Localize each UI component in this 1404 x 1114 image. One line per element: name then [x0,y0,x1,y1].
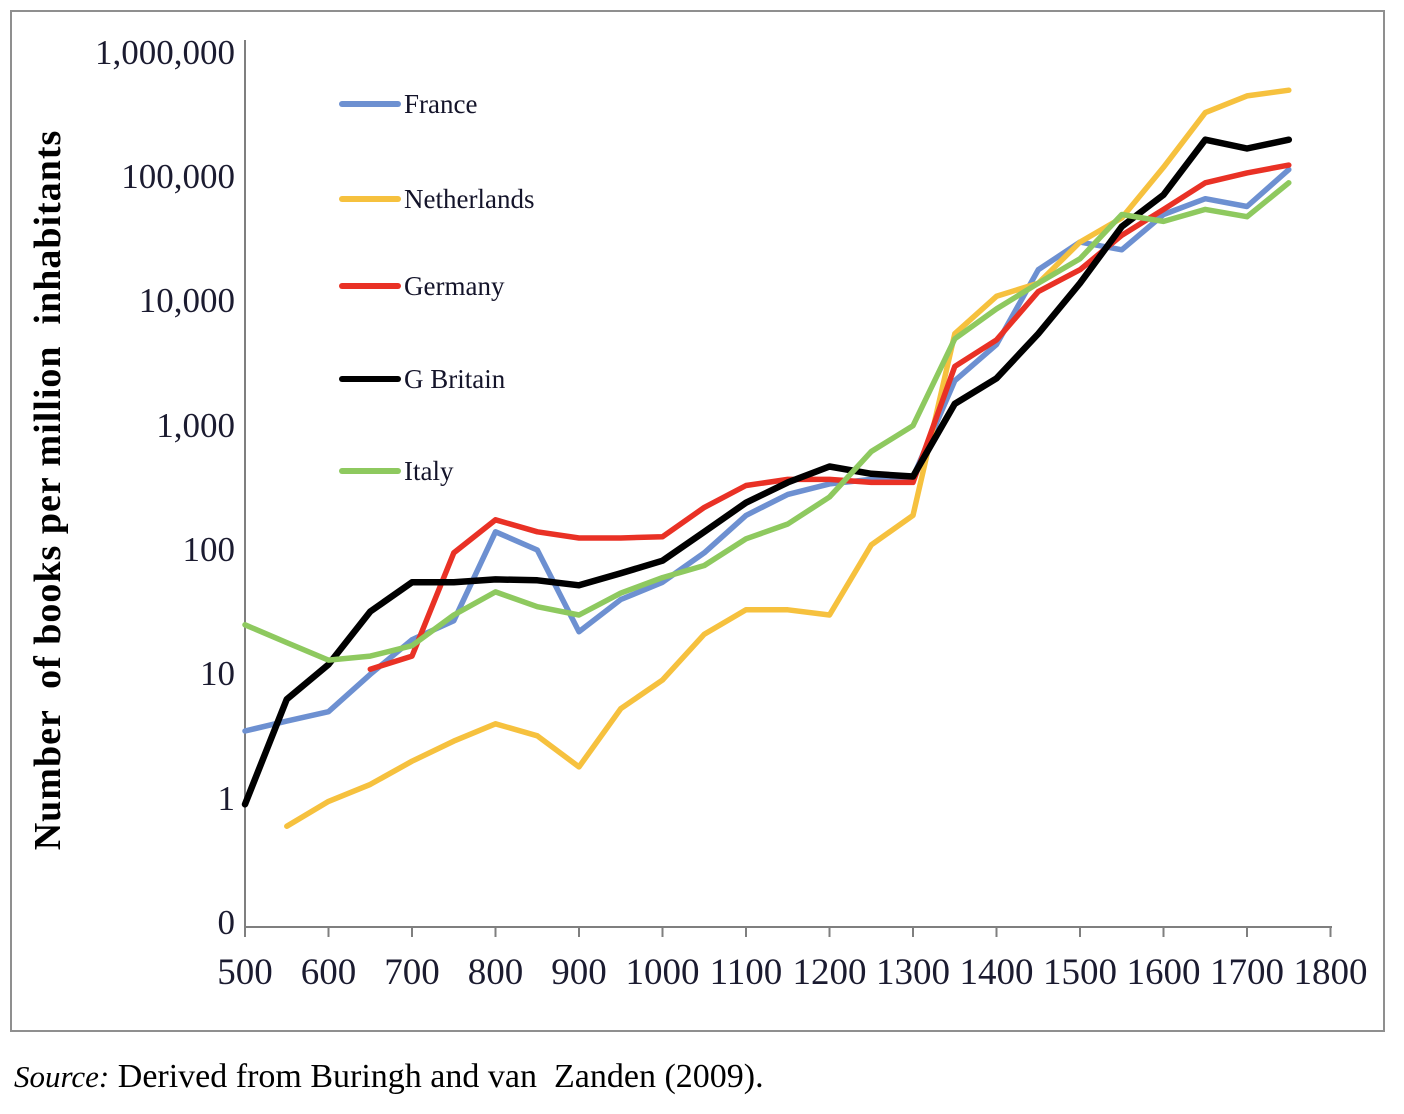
series-line-italy [242,180,1292,663]
plot-area [241,40,1332,937]
x-tick-label: 1000 [625,952,700,993]
x-tick-label: 900 [551,952,607,993]
x-tick-label: 700 [384,952,440,993]
source-label: Source: [14,1059,110,1094]
y-tick-label: 0 [217,902,236,942]
legend-swatch-icon [339,376,401,382]
x-tick-label: 1500 [1043,952,1117,993]
x-tick-label: 800 [467,952,524,993]
y-tick-label: 1,000,000 [95,32,235,72]
y-tick-label: 1 [217,778,236,818]
legend-label: Germany [404,271,505,301]
x-tick-label: 1100 [709,952,783,993]
y-tick-label: 1,000 [156,405,235,445]
legend-label: Netherlands [404,184,535,214]
x-tick-label: 1400 [959,952,1034,993]
legend-swatch-icon [339,468,401,474]
x-tick-label: 1200 [792,952,867,993]
x-tick-label: 1700 [1210,952,1284,993]
source-note: Source: Derived from Buringh and van Zan… [14,1058,1314,1096]
y-axis-title: Number of books per million inhabitants [27,129,69,851]
legend-label: France [404,89,478,119]
legend-swatch-icon [339,101,401,107]
series-line-g-britain [241,136,1293,808]
y-tick-label: 10 [200,654,235,694]
source-text: Derived from Buringh and van Zanden (200… [109,1058,764,1095]
legend-label: G Britain [404,364,506,394]
x-tick-label: 600 [300,952,357,993]
chart-figure: 1,000,000 100,000 10,000 1,000 100 10 1 0 500 600… [10,10,1385,1032]
y-tick-label: 10,000 [138,281,235,321]
legend-label: Italy [404,456,454,486]
x-tick-label: 1600 [1126,952,1201,993]
y-tick-label: 100 [182,530,236,569]
y-tick-label: 100,000 [121,157,235,197]
legend-swatch-icon [339,196,401,202]
x-tick-label: 500 [217,952,273,993]
series-line-germany [367,162,1292,672]
legend-swatch-icon [339,283,401,289]
x-tick-label: 1800 [1293,952,1368,993]
x-tick-label: 1300 [876,952,950,993]
